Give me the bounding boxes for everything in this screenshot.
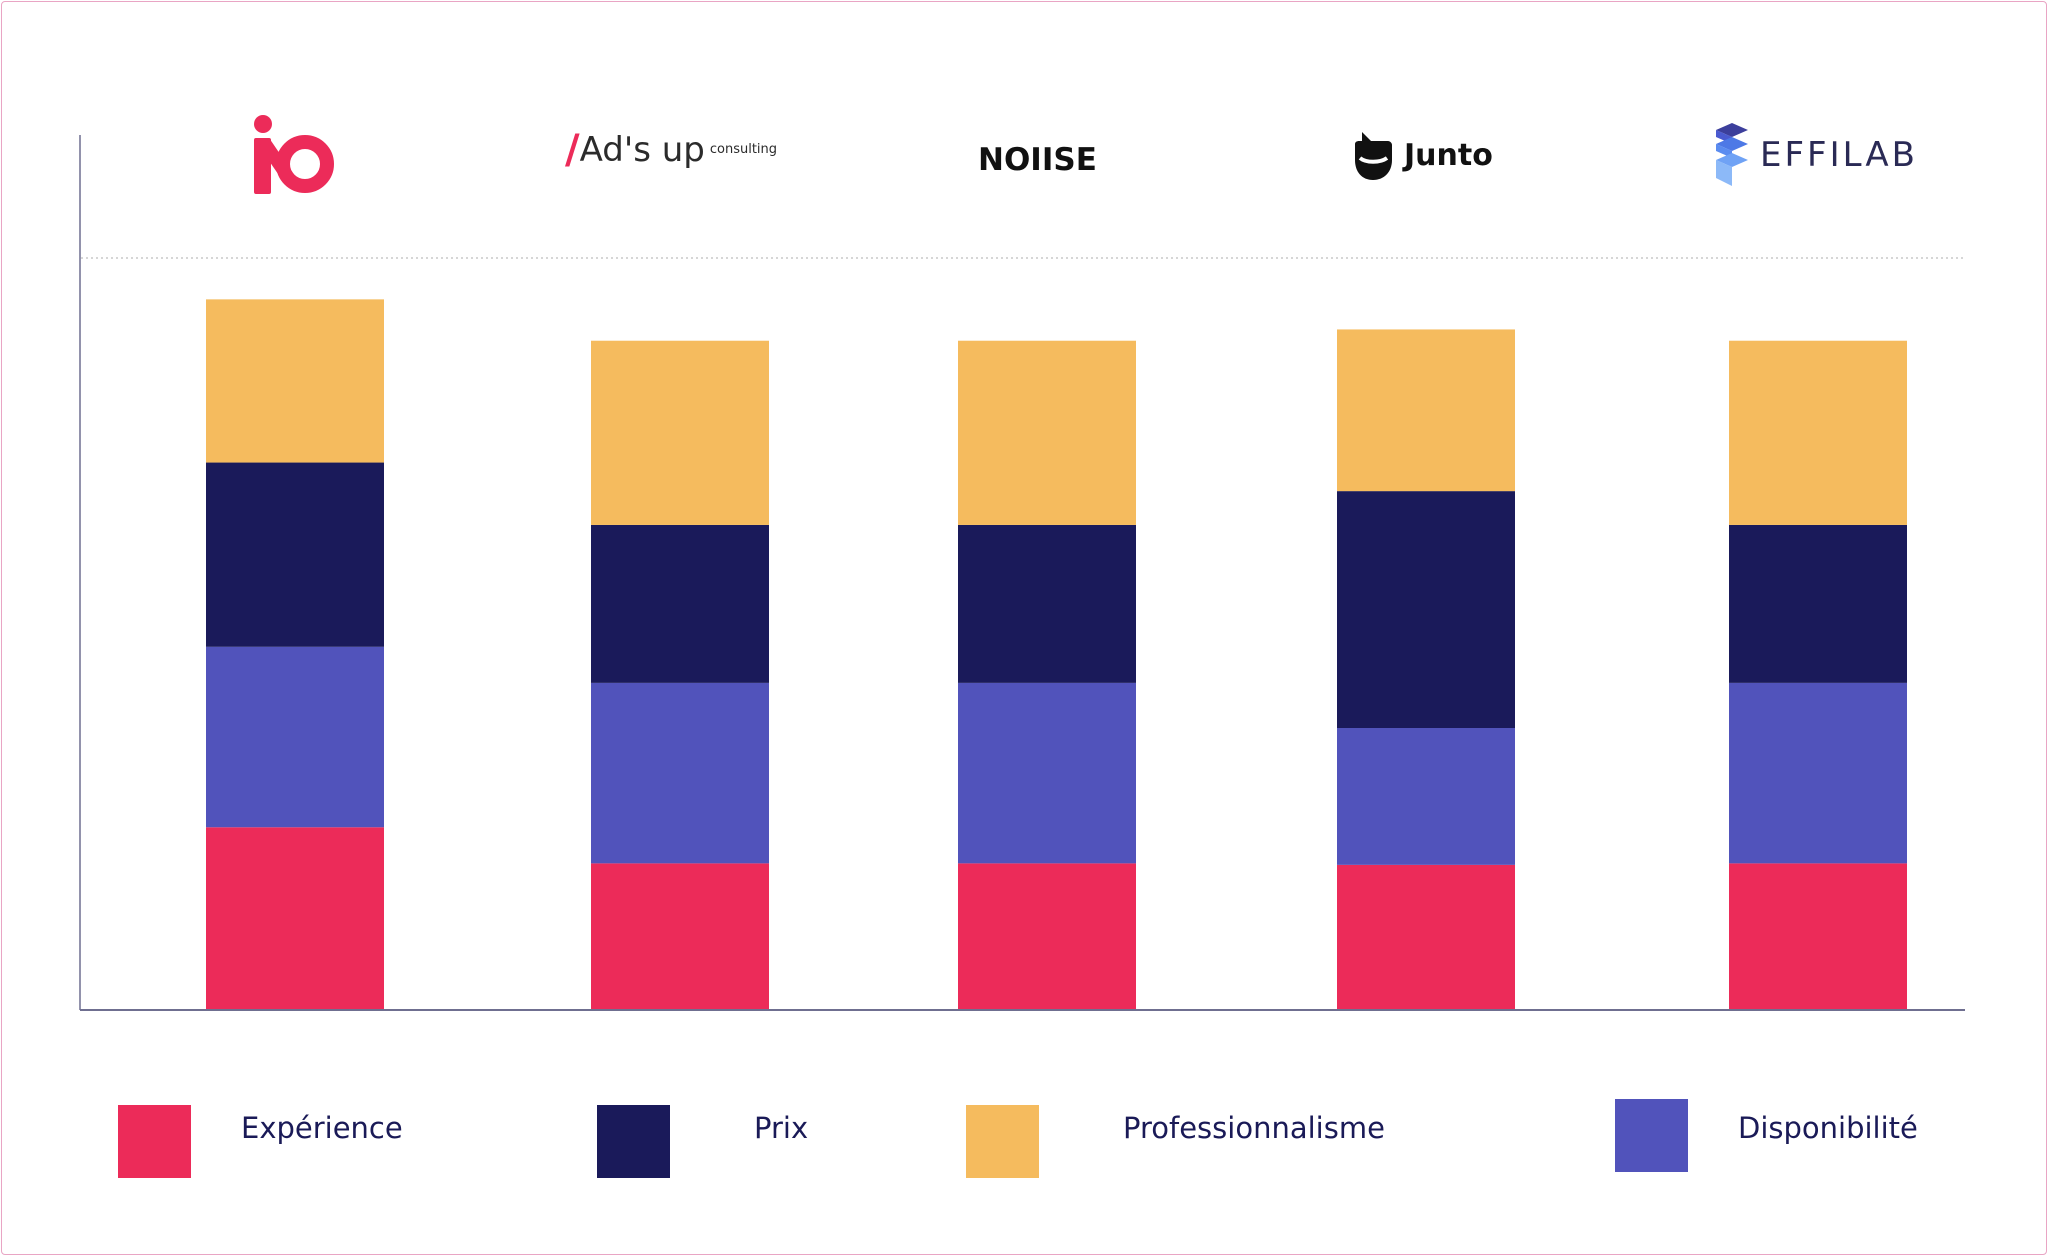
effilab-text: EFFILAB	[1760, 135, 1918, 175]
bar-segment-expérience-1	[591, 863, 769, 1010]
bar-segment-disponibilité-2	[958, 682, 1136, 864]
legend-label-3: Disponibilité	[1738, 1111, 1918, 1145]
bar-segment-prix-1	[591, 524, 769, 683]
legend-label-1: Prix	[754, 1111, 809, 1145]
bar-segment-professionnalisme-0	[206, 299, 384, 463]
logo-noiise: NOIISE	[978, 142, 1097, 178]
bar-segment-expérience-4	[1729, 863, 1907, 1010]
io-logo-icon	[254, 115, 334, 194]
legend-swatch-2	[966, 1105, 1039, 1178]
bar-segment-professionnalisme-3	[1337, 329, 1515, 492]
logo-adsup: / Ad's up consulting	[565, 128, 777, 172]
bar-segment-prix-2	[958, 524, 1136, 683]
bar-segment-disponibilité-1	[591, 682, 769, 864]
bar-segment-prix-4	[1729, 524, 1907, 683]
junto-text: Junto	[1404, 138, 1493, 173]
logo-effilab: EFFILAB	[1712, 122, 1918, 188]
bars-group	[206, 299, 1907, 1010]
bar-segment-disponibilité-4	[1729, 682, 1907, 864]
legend-swatch-3	[1615, 1099, 1688, 1172]
adsup-suffix: consulting	[709, 142, 778, 157]
noiise-text: NOIISE	[978, 142, 1097, 178]
legend-label-0: Expérience	[241, 1111, 403, 1145]
logo-io	[250, 112, 334, 198]
bar-segment-professionnalisme-2	[958, 340, 1136, 525]
bar-segment-prix-3	[1337, 491, 1515, 728]
bar-segment-professionnalisme-1	[591, 340, 769, 525]
bar-segment-disponibilité-0	[206, 646, 384, 828]
bar-segment-prix-0	[206, 462, 384, 647]
bar-segment-expérience-2	[958, 863, 1136, 1010]
bar-segment-expérience-0	[206, 827, 384, 1010]
bar-segment-disponibilité-3	[1337, 728, 1515, 865]
effilab-cube-icon	[1716, 123, 1748, 186]
adsup-text: Ad's up	[579, 130, 705, 170]
legend-label-2: Professionnalisme	[1123, 1111, 1385, 1145]
legend-swatch-0	[118, 1105, 191, 1178]
adsup-slash: /	[565, 127, 580, 173]
bar-segment-professionnalisme-4	[1729, 340, 1907, 525]
bar-segment-expérience-3	[1337, 864, 1515, 1010]
legend-swatch-1	[597, 1105, 670, 1178]
logo-junto: Junto	[1352, 130, 1493, 182]
junto-bell-icon	[1355, 132, 1392, 180]
